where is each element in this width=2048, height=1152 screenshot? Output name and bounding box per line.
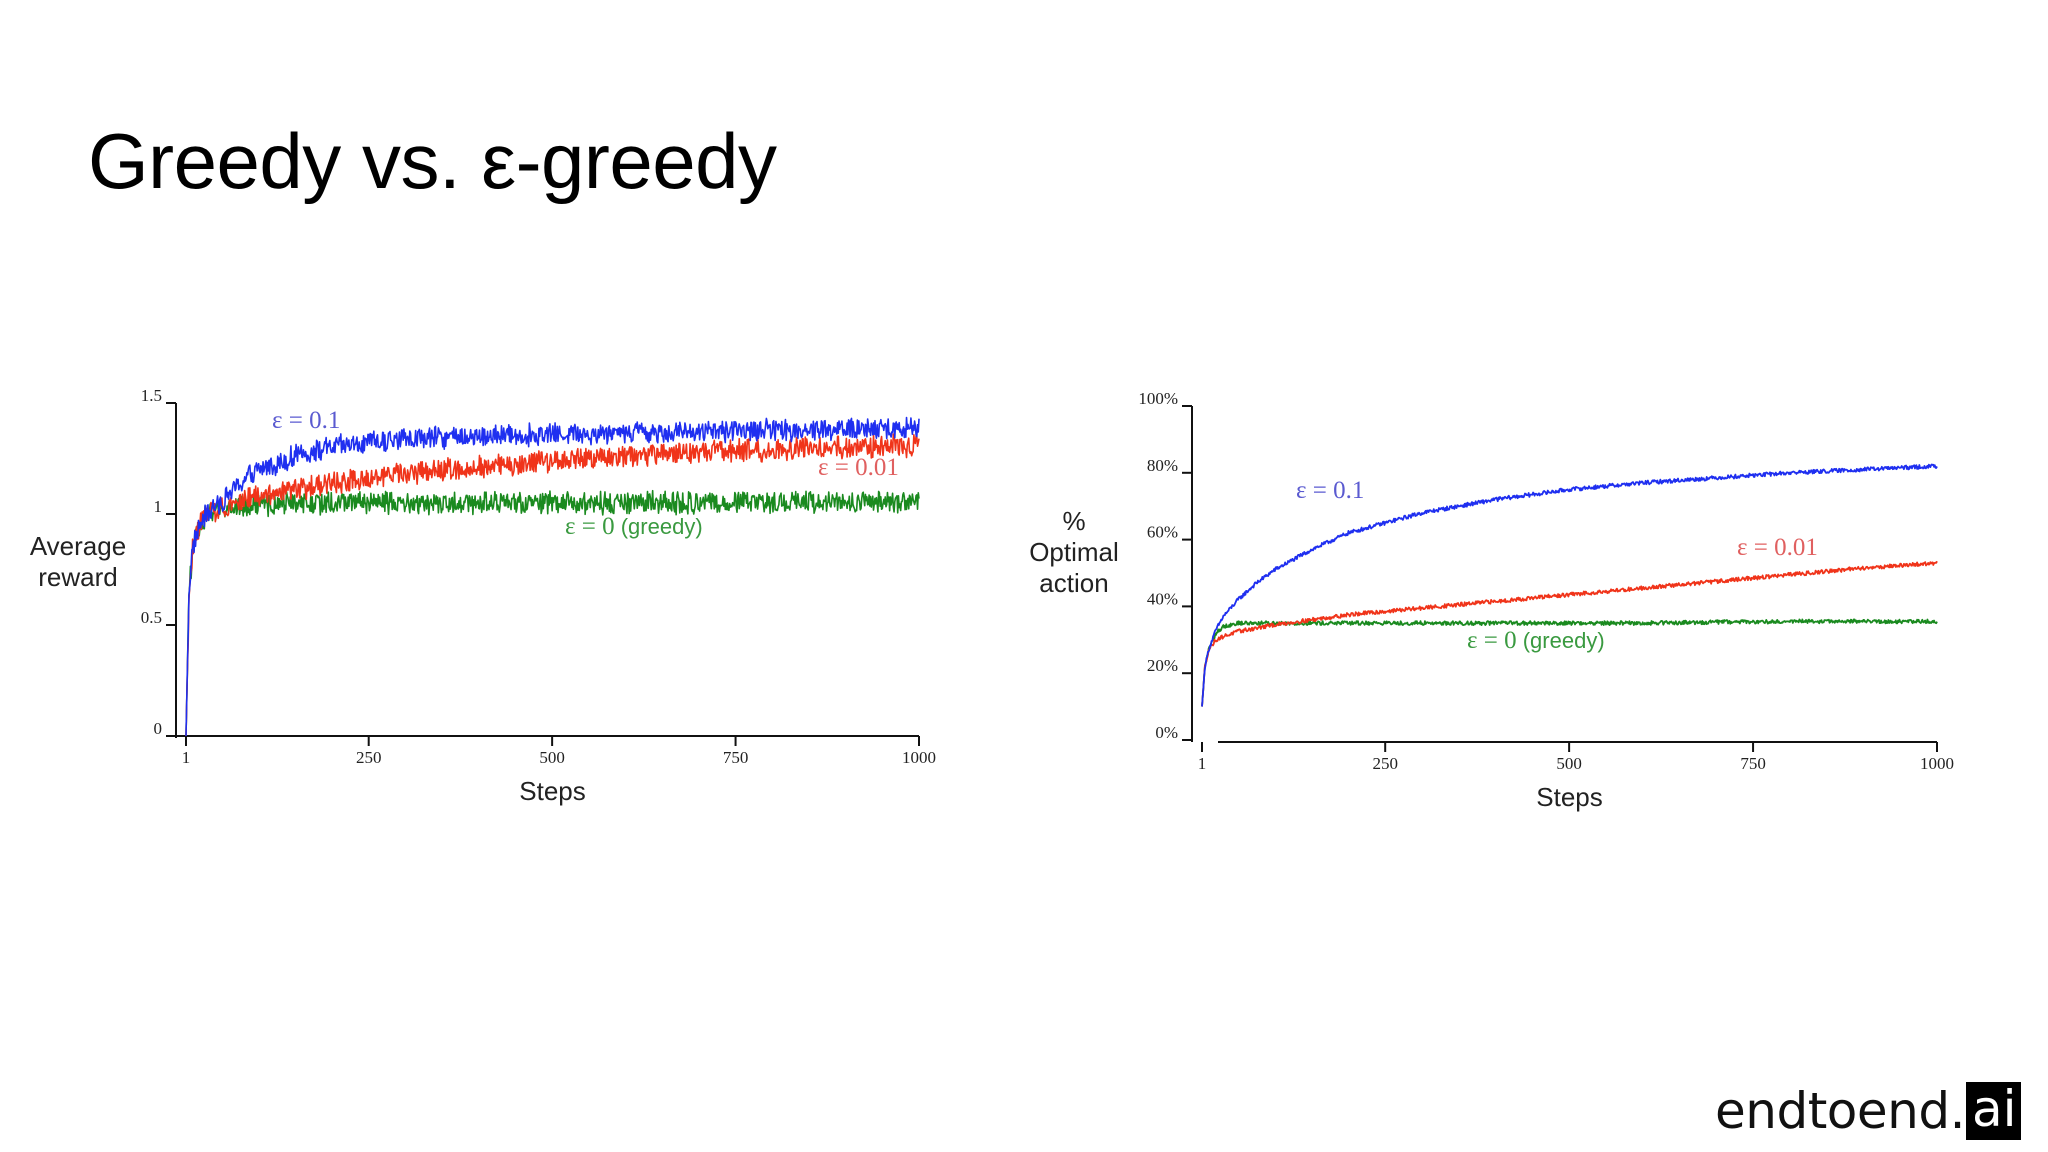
y-tick-label: 0 <box>154 719 163 738</box>
logo-text: endtoend. <box>1715 1082 1965 1140</box>
y-axis-title: Average <box>30 531 126 561</box>
y-axis-title: reward <box>38 562 117 592</box>
y-tick-label: 80% <box>1147 456 1178 475</box>
y-tick-label: 40% <box>1147 589 1178 608</box>
y-tick-label: 1 <box>154 497 163 516</box>
y-tick-label: 1.5 <box>141 386 162 405</box>
x-tick-label: 1000 <box>1920 754 1954 773</box>
x-tick-label: 500 <box>1556 754 1582 773</box>
series-line-eps-0-01 <box>185 433 920 737</box>
series-line-eps-0-1 <box>1201 463 1938 707</box>
series-line-eps-0 <box>185 489 920 737</box>
y-axis-title: Optimal <box>1029 537 1119 567</box>
endtoend-logo: endtoend. ai <box>1715 1078 2021 1140</box>
x-tick-label: 500 <box>539 748 565 767</box>
x-tick-label: 250 <box>356 748 382 767</box>
y-tick-label: 60% <box>1147 523 1178 542</box>
x-tick-label: 1 <box>182 748 191 767</box>
logo-ai-box: ai <box>1965 1082 2021 1140</box>
x-tick-label: 750 <box>1740 754 1766 773</box>
x-tick-label: 750 <box>723 748 749 767</box>
series-line-eps-0-1 <box>185 416 920 737</box>
series-label-eps-0: ε = 0 (greedy) <box>1467 627 1605 654</box>
series-label-eps-0-01: ε = 0.01 <box>818 454 899 481</box>
series-label-eps-0-1: ε = 0.1 <box>1296 477 1364 504</box>
y-axis: 0% 20% 40% 60% 80% 100% <box>1138 389 1193 742</box>
y-axis-title: % <box>1062 506 1085 536</box>
x-axis: 1 250 500 750 1000 <box>1198 741 1954 773</box>
y-tick-label: 100% <box>1138 389 1178 408</box>
y-tick-label: 0.5 <box>141 608 162 627</box>
y-axis: 0 0.5 1 1.5 <box>141 386 177 738</box>
series-line-eps-0-01 <box>1201 560 1938 707</box>
x-tick-label: 1000 <box>902 748 936 767</box>
x-tick-label: 1 <box>1198 754 1207 773</box>
series-label-eps-0-1: ε = 0.1 <box>272 407 340 434</box>
x-axis-title: Steps <box>1536 782 1603 812</box>
x-axis: 1 250 500 750 1000 <box>166 735 936 767</box>
x-axis-title: Steps <box>519 776 586 806</box>
series-label-eps-0: ε = 0 (greedy) <box>565 513 703 540</box>
y-tick-label: 0% <box>1155 723 1178 742</box>
series-label-eps-0-01: ε = 0.01 <box>1737 534 1818 561</box>
y-axis-title: action <box>1039 568 1108 598</box>
series-line-eps-0 <box>1201 618 1938 707</box>
y-tick-label: 20% <box>1147 656 1178 675</box>
slide-title: Greedy vs. ε-greedy <box>88 117 777 205</box>
x-tick-label: 250 <box>1372 754 1398 773</box>
